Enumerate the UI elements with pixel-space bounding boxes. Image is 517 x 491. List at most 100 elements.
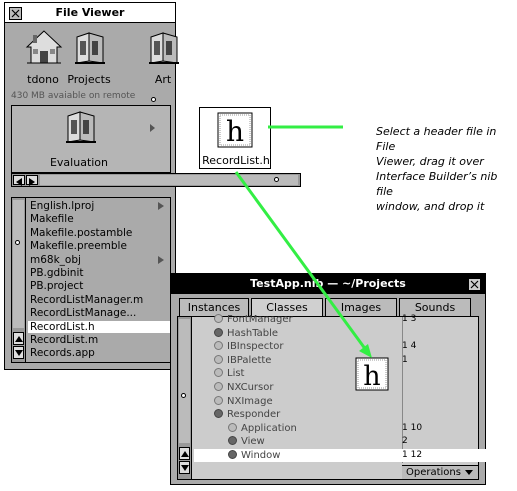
- class-name: IBPalette: [227, 354, 272, 366]
- class-row[interactable]: HashTable: [214, 327, 484, 340]
- class-column-divider: [402, 317, 403, 463]
- scroll-right-button[interactable]: [26, 175, 38, 186]
- scroll-up-button[interactable]: [13, 332, 24, 345]
- list-item-label: English.lproj: [30, 200, 95, 212]
- shelf: tdono Projects Art 430 MB avaiable on re…: [5, 23, 179, 102]
- arrow-up-icon: [180, 451, 189, 457]
- list-item[interactable]: Records.app: [28, 347, 170, 359]
- list-item-label: PB.gdbinit: [30, 267, 84, 279]
- horizontal-scrollbar[interactable]: [11, 173, 301, 187]
- scroll-down-button[interactable]: [179, 461, 190, 474]
- close-icon[interactable]: [9, 7, 22, 20]
- list-item-label: RecordListManage...: [30, 307, 137, 320]
- scroll-left-button[interactable]: [13, 175, 25, 186]
- class-counts: 1 4: [402, 341, 417, 352]
- chevron-right-icon: [150, 124, 155, 132]
- header-file-icon[interactable]: h: [355, 357, 389, 391]
- vertical-scrollbar[interactable]: [178, 317, 192, 479]
- class-row[interactable]: IBInspector 1 4: [214, 340, 484, 353]
- list-item[interactable]: Makefile.postamble: [28, 227, 170, 239]
- class-counts: [402, 381, 476, 394]
- class-name: List: [227, 368, 245, 380]
- list-item-label: RecordListManager.m: [30, 293, 144, 306]
- list-item[interactable]: RecordList.h: [28, 320, 170, 333]
- arrow-up-icon: [14, 336, 23, 342]
- list-item-label: PB.project: [30, 280, 84, 293]
- list-item[interactable]: RecordListManage...: [28, 307, 170, 319]
- browser-item-evaluation[interactable]: Evaluation: [44, 110, 114, 169]
- class-row[interactable]: List: [214, 367, 484, 380]
- folder-icon: [75, 32, 105, 64]
- annotation-line: Select a header file in File: [376, 125, 497, 153]
- list-item[interactable]: Makefile.preemble: [28, 240, 170, 252]
- folder-icon: [149, 32, 179, 64]
- shelf-item-label: Art: [154, 73, 172, 86]
- class-row[interactable]: FontManager 1 3: [214, 313, 484, 326]
- list-item-label: Makefile.preemble: [30, 240, 127, 253]
- chevron-right-icon: [158, 255, 164, 264]
- list-item[interactable]: English.lproj: [28, 200, 170, 212]
- scroll-knob[interactable]: [13, 200, 24, 328]
- scroll-knob[interactable]: [40, 175, 298, 185]
- tab-sounds[interactable]: Sounds: [399, 298, 471, 317]
- window-title: TestApp.nib — ~/Projects: [244, 277, 412, 290]
- class-name: View: [241, 436, 265, 448]
- list-item[interactable]: RecordList.m: [28, 334, 170, 346]
- list-item[interactable]: RecordListManager.m: [28, 294, 170, 306]
- class-outline-icon: [228, 422, 237, 432]
- shelf-item-projects[interactable]: Projects: [61, 29, 117, 89]
- close-icon[interactable]: [468, 278, 481, 291]
- class-row[interactable]: Responder: [214, 408, 484, 421]
- list-item[interactable]: PB.gdbinit: [28, 267, 170, 279]
- class-name: NXImage: [227, 395, 273, 407]
- class-outline-icon: [214, 341, 223, 351]
- shelf-item-home[interactable]: tdono: [15, 29, 71, 89]
- annotation-text: Select a header file in File Viewer, dra…: [376, 124, 516, 214]
- popup-arrow-icon: [465, 470, 473, 475]
- resize-knob[interactable]: [151, 97, 156, 102]
- class-outline-icon: [214, 354, 223, 364]
- list-item[interactable]: PB.project: [28, 280, 170, 292]
- class-counts: [402, 408, 476, 421]
- tab-instances[interactable]: Instances: [179, 298, 249, 317]
- browser-item-recordlist-h[interactable]: h RecordList.h: [199, 107, 271, 169]
- class-row[interactable]: IBPalette 1: [214, 354, 484, 367]
- chevron-right-icon: [158, 202, 164, 210]
- class-filled-icon: [228, 450, 237, 459]
- browser-item-label: RecordList.h: [202, 154, 270, 167]
- vertical-scrollbar[interactable]: [12, 198, 26, 362]
- header-file-icon: h: [217, 112, 253, 148]
- class-row[interactable]: Window 1 12: [194, 449, 512, 462]
- tab-label: Sounds: [414, 301, 456, 314]
- shelf-item-art[interactable]: Art: [135, 29, 191, 89]
- scroll-up-button[interactable]: [179, 447, 190, 460]
- operations-popup[interactable]: Operations: [402, 465, 478, 479]
- class-counts: 2: [402, 436, 408, 447]
- class-filled-icon: [228, 436, 237, 446]
- class-counts: [402, 395, 476, 408]
- nib-titlebar[interactable]: TestApp.nib — ~/Projects: [171, 274, 485, 294]
- folder-icon: [66, 111, 96, 143]
- annotation-line: window, and drop it: [376, 200, 485, 213]
- browser-item-label: Evaluation: [49, 156, 109, 169]
- scroll-down-button[interactable]: [13, 346, 24, 359]
- class-row[interactable]: View 2: [228, 435, 484, 448]
- arrow-down-icon: [180, 465, 189, 471]
- browser-pane: Evaluation: [11, 105, 171, 173]
- list-item[interactable]: m68k_obj: [28, 254, 170, 266]
- class-filled-icon: [214, 409, 223, 419]
- annotation-line: Viewer, drag it over: [376, 155, 484, 168]
- arrow-down-icon: [14, 350, 23, 356]
- tab-label: Instances: [187, 301, 241, 314]
- list-item[interactable]: Makefile: [28, 213, 170, 225]
- file-viewer-titlebar[interactable]: File Viewer: [5, 3, 175, 23]
- class-row[interactable]: Application 1 10: [228, 422, 484, 435]
- class-outline-icon: [214, 395, 223, 405]
- scroll-knob[interactable]: [179, 319, 190, 443]
- class-row[interactable]: NXImage: [214, 395, 484, 408]
- svg-text:h: h: [226, 115, 244, 148]
- class-outline-icon: [214, 314, 223, 323]
- svg-text:h: h: [363, 361, 380, 391]
- classes-pane: FontManager 1 3 HashTable IBInspector 1 4 IBP…: [177, 314, 512, 480]
- class-row[interactable]: NXCursor: [214, 381, 484, 394]
